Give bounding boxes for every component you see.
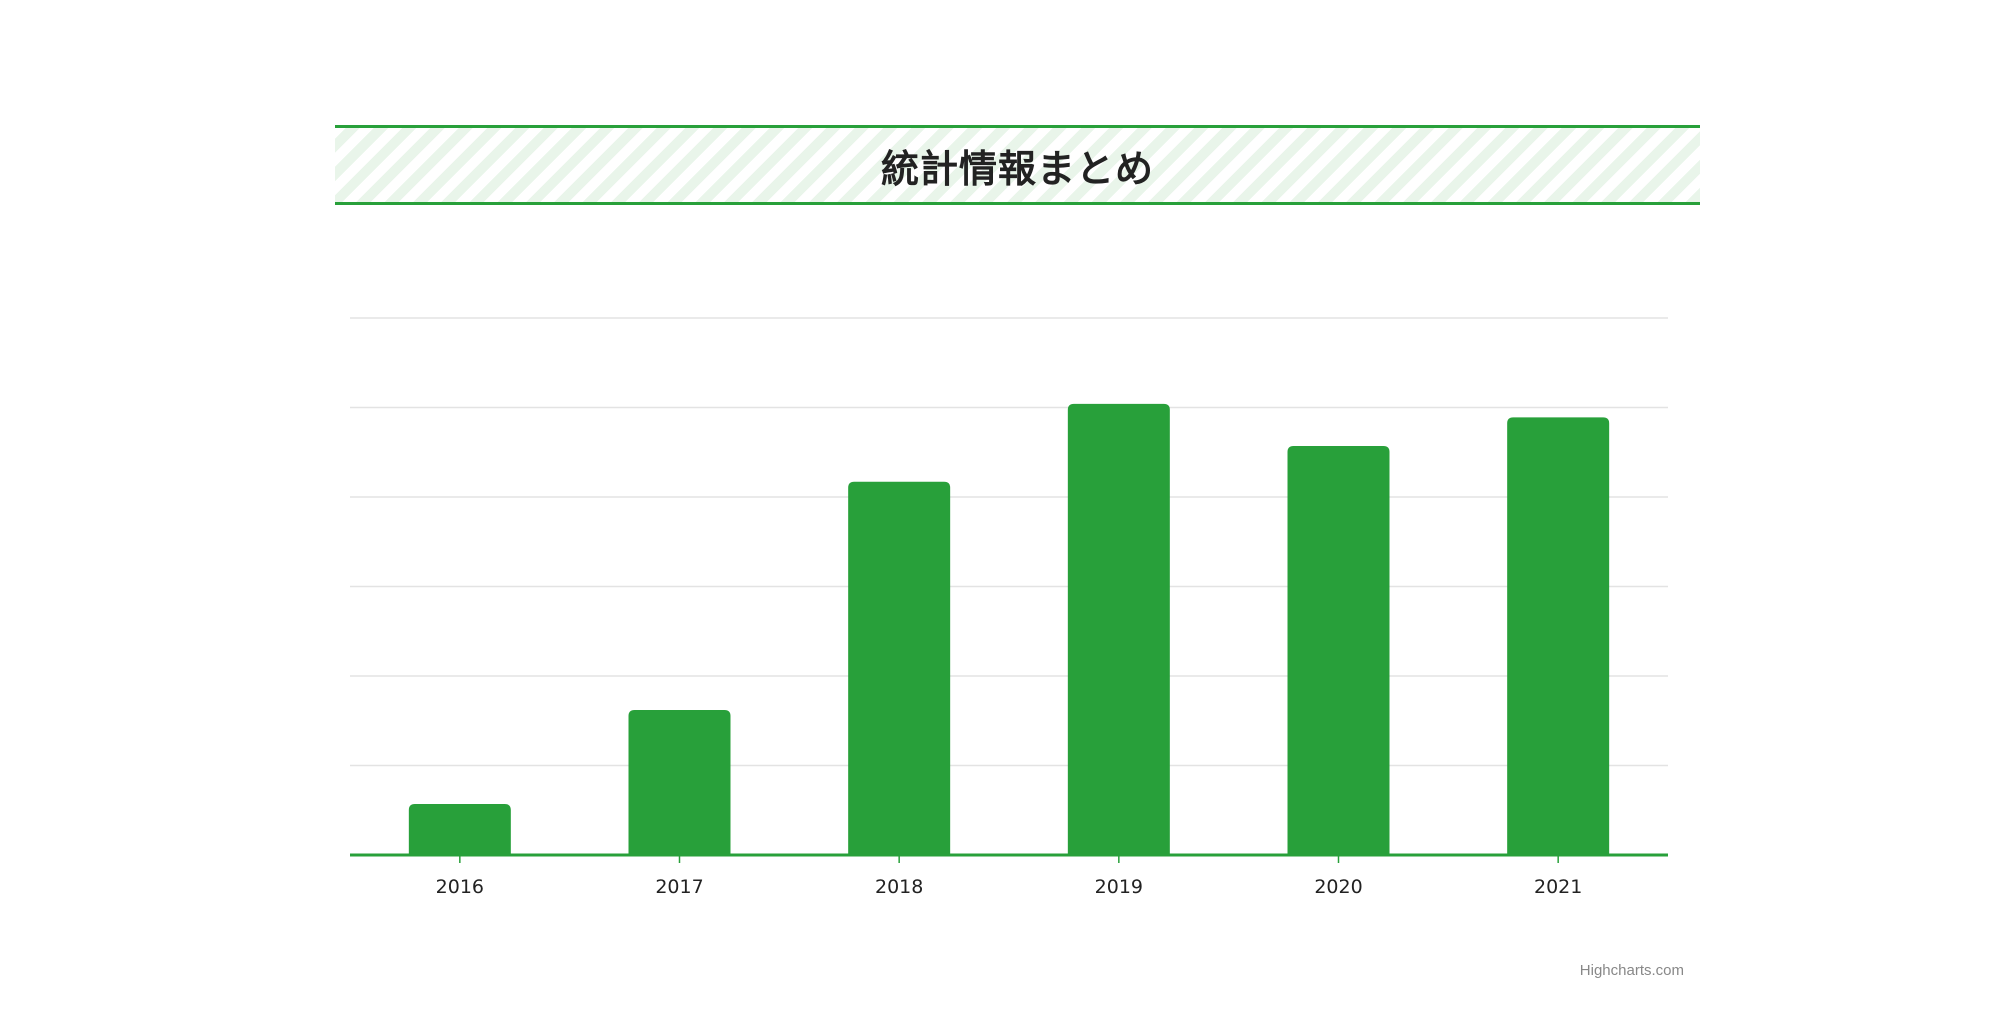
chart-credit[interactable]: Highcharts.com <box>1579 962 1684 979</box>
x-tick-label-2020: 2020 <box>1314 876 1362 898</box>
bar-2016[interactable] <box>408 803 511 855</box>
bar-2019[interactable] <box>1067 403 1170 855</box>
bar-2017[interactable] <box>628 710 731 855</box>
bar-2018[interactable] <box>848 481 951 855</box>
bars <box>408 403 1610 855</box>
chart-title: 統計情報まとめ <box>880 146 1154 191</box>
bar-2021[interactable] <box>1507 417 1610 855</box>
x-tick-label-2018: 2018 <box>875 876 923 898</box>
x-tick-label-2016: 2016 <box>436 876 484 898</box>
x-tick-label-2019: 2019 <box>1095 876 1143 898</box>
x-axis <box>350 853 1668 863</box>
chart-title-band: 統計情報まとめ <box>335 125 1700 205</box>
x-tick-labels: 2016 2017 2018 2019 2020 2021 <box>436 876 1583 898</box>
grid-lines <box>350 317 1668 767</box>
x-tick-label-2021: 2021 <box>1534 876 1582 898</box>
bar-2020[interactable] <box>1287 445 1390 855</box>
x-tick-label-2017: 2017 <box>655 876 703 898</box>
